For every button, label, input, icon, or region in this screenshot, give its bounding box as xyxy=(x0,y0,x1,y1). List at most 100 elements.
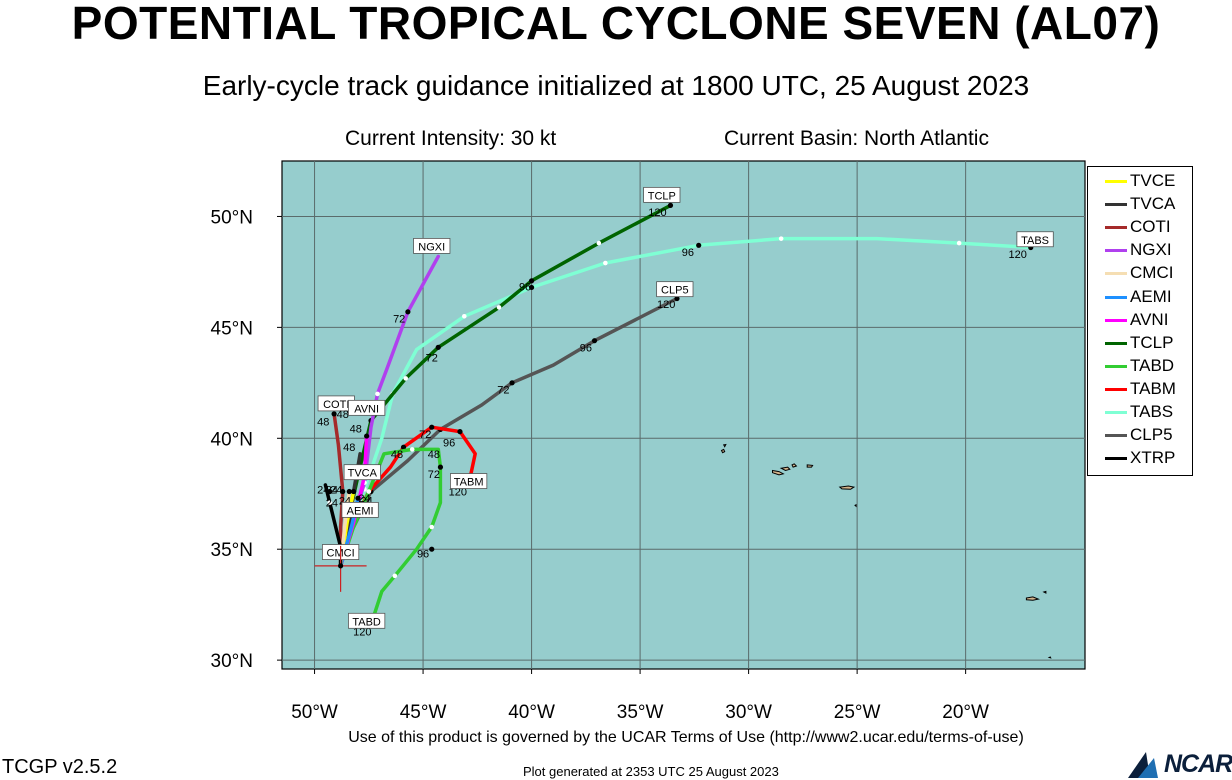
forecast-hour-label: 120 xyxy=(353,626,371,638)
axis-tick-group: 50°W 45°W 40°W 35°W 30°W 25°W 20°W 30°N 35°N 40°N… xyxy=(211,207,989,723)
forecast-hour-label: 48 xyxy=(391,449,403,461)
current-basin: Current Basin: North Atlantic xyxy=(724,127,989,150)
forecast-hour-label: 96 xyxy=(443,438,455,450)
forecast-hour-label: 48 xyxy=(317,417,329,429)
forecast-hour-label: 24 xyxy=(326,498,338,510)
island-outline xyxy=(1042,590,1047,594)
legend-swatch xyxy=(1105,180,1127,183)
track-label-ngxi: NGXI xyxy=(418,241,445,253)
legend-label: TABS xyxy=(1130,402,1174,421)
legend-label: CMCI xyxy=(1130,263,1174,283)
track-point-tabs xyxy=(462,313,467,319)
track-point-xtrp xyxy=(327,500,333,505)
legend-item-cmci: CMCI xyxy=(1088,262,1192,284)
track-mark-tabs xyxy=(528,284,535,291)
legend: TVCE TVCA COTI NGXI CMCI AEMI AVNI TCLP TABD TABM… xyxy=(1087,166,1193,476)
forecast-hour-label: 24 xyxy=(330,484,342,496)
track-point-tabd xyxy=(409,447,415,452)
forecast-hour-label: 120 xyxy=(449,487,467,499)
track-mark-xtrp xyxy=(327,488,333,495)
forecast-hour-label: 96 xyxy=(417,549,429,561)
track-mark-clp5 xyxy=(674,295,680,302)
legend-label: TVCA xyxy=(1130,194,1176,214)
track-mark-tabd xyxy=(429,546,435,552)
track-label-tabs: TABS xyxy=(1021,235,1049,247)
track-mark-tabd xyxy=(437,464,444,470)
label-group: 96 120 TABS 72 96 120 TCLP 24 72 96 120 CLP5 48 72 96 1… xyxy=(314,186,1054,638)
legend-swatch xyxy=(1105,318,1127,322)
terms-of-use: Use of this product is governed by the U… xyxy=(348,729,1024,746)
legend-label: TCLP xyxy=(1130,332,1174,352)
island-group xyxy=(720,443,1052,659)
track-label-box xyxy=(343,464,381,481)
forecast-hour-label: 120 xyxy=(657,299,675,311)
island-outline xyxy=(1025,596,1041,601)
page-title: POTENTIAL TROPICAL CYCLONE SEVEN (AL07) xyxy=(71,0,1161,49)
forecast-hour-label: 48 xyxy=(428,449,440,461)
legend-item-tabm: TABM xyxy=(1088,378,1192,400)
lat-tick-label: 40°N xyxy=(211,429,253,450)
legend-swatch xyxy=(1105,203,1127,207)
forecast-hour-label: 48 xyxy=(350,423,362,435)
legend-label: TABM xyxy=(1130,378,1176,398)
legend-item-tabs: TABS xyxy=(1088,401,1192,423)
legend-swatch xyxy=(1105,272,1127,276)
track-mark-tabm xyxy=(400,444,407,450)
legend-swatch xyxy=(1105,295,1127,299)
track-point-tabd xyxy=(429,524,435,530)
track-mark-tabm xyxy=(457,429,463,435)
legend-label: TVCE xyxy=(1130,171,1176,190)
page-subtitle: Early-cycle track guidance initialized a… xyxy=(202,70,1030,101)
lat-tick-label: 30°N xyxy=(211,651,253,672)
legend-item-ngxi: NGXI xyxy=(1088,239,1192,261)
legend-label: COTI xyxy=(1130,217,1171,237)
track-mark-tclp xyxy=(667,202,674,208)
legend-swatch xyxy=(1105,341,1127,345)
track-label-box xyxy=(348,399,386,416)
track-point-tabd xyxy=(392,573,398,579)
legend-item-tabd: TABD xyxy=(1088,355,1192,377)
island-outline xyxy=(806,464,814,468)
ncar-logo-icon xyxy=(1128,752,1158,778)
legend-swatch xyxy=(1105,387,1127,391)
track-point-ngxi xyxy=(375,391,380,397)
forecast-hour-label: 96 xyxy=(682,247,694,259)
legend-swatch xyxy=(1105,411,1127,414)
legend-item-aemi: AEMI xyxy=(1088,286,1192,308)
track-label-tclp: TCLP xyxy=(648,190,676,202)
track-point-tabs xyxy=(778,236,784,241)
ncar-logo-text: NCAR xyxy=(1164,750,1232,778)
island-outline xyxy=(838,485,856,490)
track-mark-coti xyxy=(340,488,346,495)
lon-tick-label: 25°W xyxy=(834,702,881,723)
track-mark-tclp xyxy=(435,344,441,350)
track-mark-avni xyxy=(364,433,370,439)
legend-swatch xyxy=(1105,226,1127,230)
ncar-logo: NCAR xyxy=(1126,748,1232,780)
track-point-tabs xyxy=(956,240,962,246)
track-mark-cmci xyxy=(346,488,352,495)
track-label-clp5: CLP5 xyxy=(661,285,689,297)
legend-item-tclp: TCLP xyxy=(1088,332,1192,354)
legend-label: CLP5 xyxy=(1130,425,1173,445)
forecast-hour-label: 72 xyxy=(497,384,509,396)
track-label-box xyxy=(450,473,488,489)
island-outline xyxy=(779,466,791,472)
track-point-tclp xyxy=(496,305,502,310)
island-outline xyxy=(854,503,857,508)
track-label-box xyxy=(643,186,681,203)
track-label-tvca: TVCA xyxy=(348,468,378,480)
version-label: TCGP v2.5.2 xyxy=(2,756,118,778)
lon-tick-label: 35°W xyxy=(617,702,664,723)
legend-item-tvca: TVCA xyxy=(1088,193,1192,215)
track-label-box xyxy=(341,501,379,518)
forecast-hour-label: 96 xyxy=(580,342,592,354)
forecast-hour-label: 96 xyxy=(519,281,531,293)
forecast-hour-label: 72 xyxy=(419,429,431,441)
track-point-tclp xyxy=(596,240,602,246)
legend-label: XTRP xyxy=(1130,448,1176,468)
legend-item-xtrp: XTRP xyxy=(1088,447,1192,469)
track-mark-ngxi xyxy=(405,309,411,315)
island-outline xyxy=(772,469,785,476)
